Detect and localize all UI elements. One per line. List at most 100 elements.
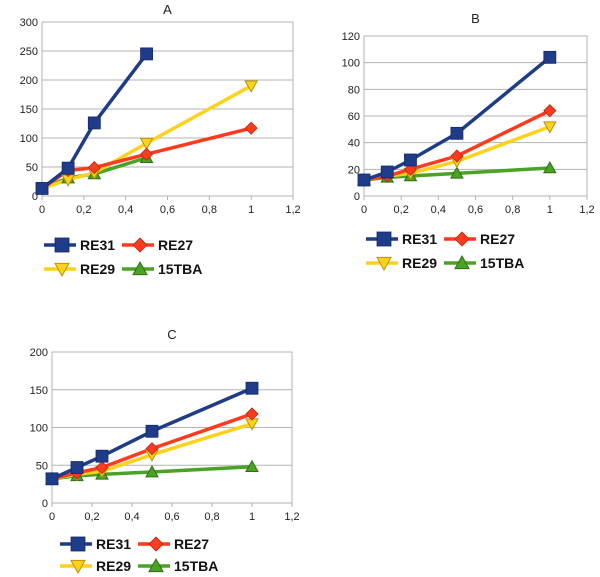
chart-panel-a: A 0 50 100 150 200 250 300 0 0,2 0,4 0,6 0,8 1 1,2 RE31… <box>20 2 301 278</box>
legend-a: RE31 RE27 RE29 15TBA <box>44 237 202 278</box>
y-tick-label-b: 60 <box>348 111 360 123</box>
plot-area-c <box>51 351 293 504</box>
chart-panel-b: B 0 20 40 60 80 100 120 0 0,2 0,4 0,6 0,8 1 1,2 RE31 RE2… <box>342 11 595 272</box>
legend-marker-re27-a <box>132 237 148 253</box>
legend-label-re29-c: RE29 <box>96 558 131 574</box>
data-point-re31-b <box>450 126 464 140</box>
data-point-15tba-c <box>145 465 159 478</box>
data-point-re31-c <box>145 424 159 438</box>
x-tick-label-c: 1 <box>249 511 255 523</box>
y-tick-label-c: 0 <box>42 498 48 510</box>
x-tick-label-a: 1 <box>248 204 254 216</box>
data-point-re29-b <box>542 121 557 134</box>
y-tick-label-a: 150 <box>20 104 38 116</box>
legend-label-15tba-c: 15TBA <box>174 558 218 574</box>
legend-marker-15tba-b <box>454 254 470 270</box>
legend-label-15tba-b: 15TBA <box>480 255 524 271</box>
x-tick-label-c: 0,6 <box>164 511 179 523</box>
data-point-re31-a <box>140 47 153 61</box>
legend-marker-15tba-c <box>148 557 164 573</box>
data-point-re31-c <box>95 449 109 463</box>
plot-area-a <box>41 21 294 197</box>
y-tick-label-b: 80 <box>348 84 360 96</box>
x-tick-label-a: 0,6 <box>160 204 175 216</box>
x-tick-label-c: 0,4 <box>124 511 139 523</box>
legend-label-re29-a: RE29 <box>80 261 115 277</box>
x-tick-label-b: 0,4 <box>431 204 446 216</box>
legend-c: RE31 RE27 RE29 15TBA <box>60 536 218 575</box>
data-point-re31-c <box>45 472 59 486</box>
data-point-15tba-b <box>450 166 464 179</box>
x-tick-label-a: 1,2 <box>285 204 300 216</box>
data-point-re27-c <box>245 407 259 421</box>
legend-label-re29-b: RE29 <box>402 255 437 271</box>
legend-marker-re31-b <box>376 231 392 247</box>
legend-label-re31-c: RE31 <box>96 536 131 552</box>
plot-area-b <box>363 35 588 197</box>
data-point-re27-b <box>450 149 464 163</box>
legend-label-re31-a: RE31 <box>80 237 115 253</box>
x-tick-label-b: 0 <box>361 204 367 216</box>
legend-b: RE31 RE27 RE29 15TBA <box>366 231 524 272</box>
data-point-re31-c <box>70 461 84 474</box>
legend-label-re27-c: RE27 <box>174 536 209 552</box>
data-point-re27-b <box>543 104 557 118</box>
y-tick-label-a: 50 <box>26 162 38 174</box>
y-tick-label-c: 150 <box>30 385 48 397</box>
data-point-re31-b <box>404 153 417 167</box>
y-tick-label-a: 100 <box>20 133 38 145</box>
data-point-15tba-c <box>245 459 259 473</box>
x-tick-label-c: 0,2 <box>84 511 99 523</box>
y-tick-label-a: 250 <box>20 46 38 58</box>
data-point-re31-b <box>357 173 371 187</box>
legend-label-15tba-a: 15TBA <box>158 261 202 277</box>
y-tick-label-c: 200 <box>30 347 48 359</box>
y-tick-label-c: 50 <box>36 460 48 472</box>
x-tick-label-c: 0,8 <box>204 511 219 523</box>
x-tick-label-b: 1,2 <box>579 204 594 216</box>
data-point-re31-b <box>543 50 557 64</box>
y-tick-label-b: 20 <box>348 164 360 176</box>
data-point-re31-a <box>87 116 101 130</box>
data-point-re29-a <box>139 137 154 151</box>
x-tick-label-c: 1,2 <box>284 511 299 523</box>
legend-label-re27-a: RE27 <box>158 237 193 253</box>
x-tick-label-b: 0,8 <box>505 204 520 216</box>
data-point-re29-a <box>244 80 259 93</box>
chart-title-a: A <box>163 2 172 17</box>
y-tick-label-a: 0 <box>32 191 38 203</box>
x-tick-label-a: 0,2 <box>76 204 91 216</box>
data-point-re27-a <box>140 147 154 161</box>
y-tick-label-a: 200 <box>20 75 38 87</box>
x-tick-label-a: 0,4 <box>118 204 133 216</box>
legend-label-re27-b: RE27 <box>480 231 515 247</box>
x-tick-label-a: 0,8 <box>202 204 217 216</box>
series-line-re31-a <box>40 52 148 190</box>
data-point-15tba-b <box>542 160 557 174</box>
y-tick-label-a: 300 <box>20 17 38 29</box>
data-point-re31-c <box>245 381 259 395</box>
chart-title-b: B <box>471 11 480 26</box>
data-point-re27-c <box>95 460 109 475</box>
data-point-re27-c <box>145 442 159 456</box>
y-tick-label-b: 100 <box>342 58 360 70</box>
data-point-re31-a <box>61 161 75 175</box>
x-tick-label-b: 0,6 <box>468 204 483 216</box>
chart-title-c: C <box>167 327 176 342</box>
x-tick-label-b: 0,2 <box>394 204 409 216</box>
data-point-re27-a <box>244 121 258 135</box>
y-tick-label-b: 0 <box>354 191 360 203</box>
x-tick-label-a: 0 <box>39 204 45 216</box>
data-point-re31-b <box>380 165 394 179</box>
legend-label-re31-b: RE31 <box>402 231 437 247</box>
x-tick-label-c: 0 <box>49 511 55 523</box>
legend-marker-re27-c <box>148 536 164 552</box>
y-tick-label-b: 40 <box>348 138 360 150</box>
data-point-re27-a <box>87 161 101 175</box>
y-tick-label-c: 100 <box>30 423 48 435</box>
legend-marker-re31-a <box>54 237 70 253</box>
y-tick-label-b: 120 <box>342 31 360 43</box>
legend-marker-re29-b <box>376 256 392 272</box>
